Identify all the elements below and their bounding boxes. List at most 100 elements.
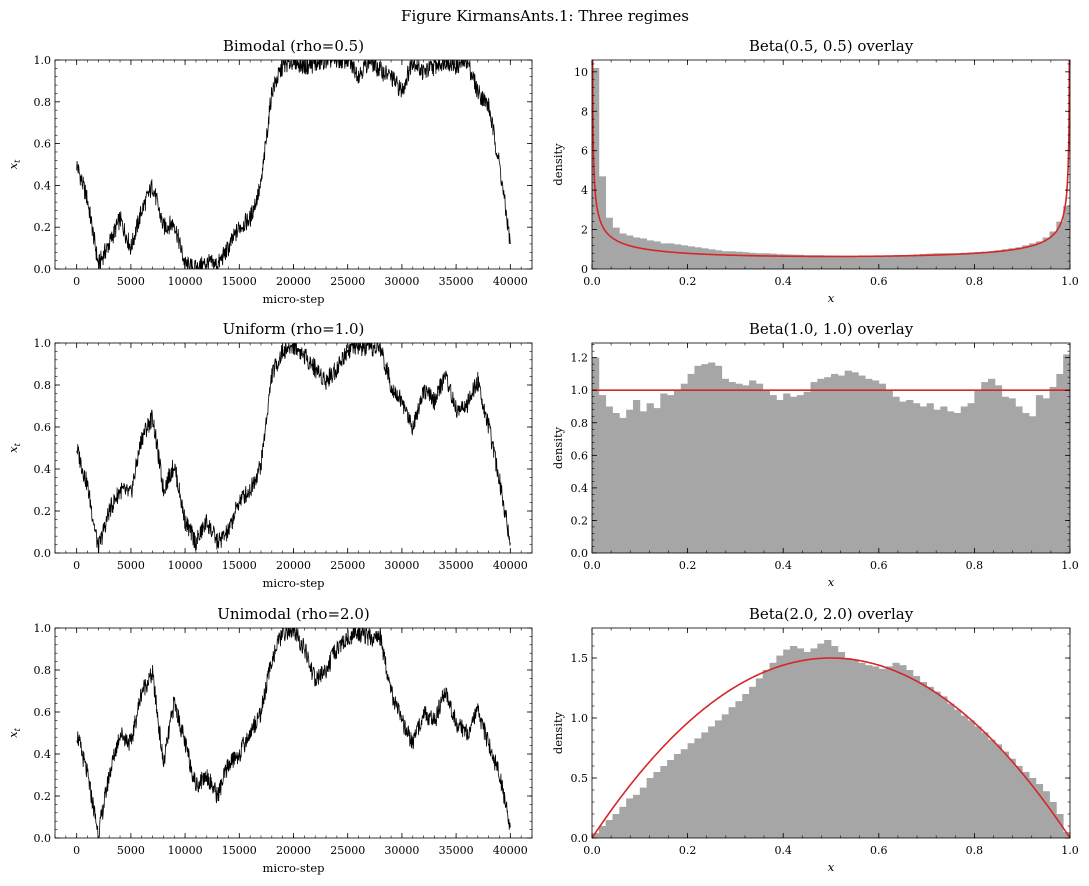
x-tick-label: 35000 — [439, 275, 474, 288]
histogram-bar — [605, 820, 613, 838]
panel-title: Bimodal (rho=0.5) — [223, 37, 364, 55]
histogram-bar — [667, 760, 675, 838]
histogram-bar — [824, 255, 832, 269]
histogram-bar — [1056, 221, 1064, 269]
histogram-bar — [660, 243, 668, 269]
y-tick-label: 6 — [581, 145, 588, 158]
y-tick-label: 0.2 — [34, 505, 52, 518]
x-tick-label: 1.0 — [1061, 559, 1079, 572]
histogram-bar — [714, 365, 723, 553]
histogram-bar — [851, 255, 859, 269]
histogram-bar — [837, 652, 846, 838]
histogram-bar — [619, 806, 627, 838]
axes-frame — [54, 342, 533, 554]
histogram-bar — [940, 696, 948, 838]
x-tick-label: 0.2 — [679, 559, 697, 572]
histogram-bar — [981, 251, 989, 269]
y-tick-label: 1.0 — [571, 384, 589, 397]
histogram-bar — [933, 409, 941, 553]
histogram-bar — [960, 252, 968, 269]
y-tick-label: 10 — [574, 66, 588, 79]
y-tick-label: 1.0 — [571, 712, 589, 725]
histogram-bar — [1022, 413, 1030, 553]
histogram-bar — [728, 251, 736, 269]
histogram-bar — [947, 703, 955, 838]
axes-frame — [54, 627, 533, 839]
histogram-bar — [762, 670, 770, 838]
histogram-bar — [796, 648, 805, 838]
histogram-bar — [858, 662, 866, 838]
histogram-bar — [632, 399, 641, 553]
histogram-bar — [919, 682, 927, 838]
panel-title: Beta(0.5, 0.5) overlay — [749, 37, 914, 55]
histogram-bar — [899, 401, 907, 553]
y-axis-label: xt — [6, 442, 22, 453]
histogram-bar — [687, 246, 695, 269]
histogram-bar — [831, 373, 839, 553]
histogram-bar — [837, 375, 846, 553]
histogram-bar — [626, 409, 634, 553]
trace-line — [76, 60, 511, 269]
y-tick-label: 0.2 — [34, 221, 52, 234]
y-tick-label: 1.5 — [571, 652, 589, 665]
histogram-bar — [988, 251, 996, 269]
histogram-bar — [742, 385, 750, 553]
x-tick-label: 0.0 — [583, 844, 601, 857]
y-axis-label-subscript: t — [13, 442, 22, 446]
histogram-bar — [783, 254, 791, 269]
histogram-bar — [619, 233, 627, 269]
histogram-bar — [762, 390, 770, 553]
histogram-bar — [721, 251, 729, 269]
x-tick-label: 40000 — [493, 844, 528, 857]
histogram-bar — [844, 370, 852, 553]
histogram-bar — [865, 378, 873, 553]
trace-line — [76, 628, 511, 838]
x-tick-label: 35000 — [439, 559, 474, 572]
x-tick-label: 25000 — [330, 844, 365, 857]
histogram-bar — [817, 255, 825, 269]
histogram-bar — [749, 686, 757, 838]
histogram-bar — [1008, 248, 1016, 269]
x-tick-label: 35000 — [439, 844, 474, 857]
histogram-bar — [810, 255, 818, 269]
histogram-bar — [667, 395, 675, 553]
histogram-bar — [865, 665, 873, 838]
x-tick-label: 0.0 — [583, 275, 601, 288]
histogram-bar — [878, 668, 887, 838]
x-axis-label: x — [828, 860, 835, 874]
figure-suptitle: Figure KirmansAnts.1: Three regimes — [401, 7, 689, 25]
x-tick-label: 0.8 — [966, 844, 984, 857]
histogram-bar — [940, 406, 948, 553]
histogram-bar — [967, 403, 975, 553]
x-tick-label: 20000 — [276, 844, 311, 857]
histogram-bar — [742, 694, 750, 838]
histogram-bar — [708, 249, 716, 269]
x-tick-label: 0.8 — [966, 275, 984, 288]
x-tick-label: 0.2 — [679, 844, 697, 857]
histogram-bar — [714, 720, 723, 838]
histogram-bar — [967, 720, 975, 838]
histogram-bar — [776, 399, 784, 553]
y-axis-label-base: x — [6, 162, 20, 169]
histogram-bar — [1035, 784, 1044, 838]
histogram-bar — [803, 391, 811, 553]
histogram-bar — [906, 399, 914, 553]
histogram-bar — [1035, 241, 1044, 269]
histogram-bar — [810, 648, 818, 838]
histogram-bar — [831, 646, 839, 838]
x-tick-label: 0 — [73, 275, 80, 288]
histogram-bar — [653, 408, 661, 553]
x-tick-label: 40000 — [493, 559, 528, 572]
histogram-bar — [790, 254, 798, 269]
histogram-bar — [803, 255, 811, 269]
histogram-bar — [960, 406, 968, 553]
x-tick-label: 0.2 — [679, 275, 697, 288]
histogram-bar — [851, 660, 859, 838]
y-tick-label: 8 — [581, 105, 588, 118]
histogram-bar — [878, 255, 887, 269]
histogram-bar — [837, 255, 846, 269]
histogram-bar — [701, 364, 709, 553]
histogram-bar — [762, 253, 770, 269]
x-tick-label: 0.6 — [870, 559, 888, 572]
histogram-bar — [1001, 249, 1009, 269]
